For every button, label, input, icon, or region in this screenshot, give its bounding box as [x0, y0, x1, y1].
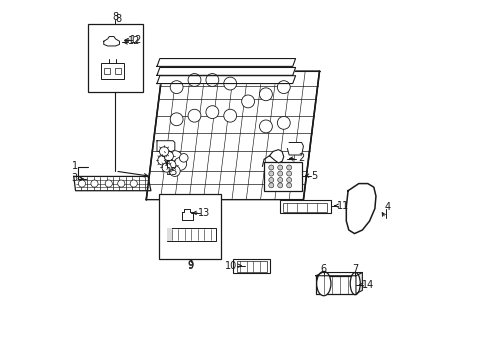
Circle shape	[268, 183, 273, 188]
Circle shape	[157, 156, 166, 165]
Circle shape	[170, 81, 183, 94]
Bar	[159, 194, 221, 258]
Polygon shape	[346, 184, 375, 234]
Bar	[101, 63, 123, 79]
Circle shape	[277, 177, 282, 183]
Circle shape	[166, 160, 176, 170]
Circle shape	[277, 183, 282, 188]
Polygon shape	[157, 59, 295, 66]
Bar	[236, 261, 266, 272]
Ellipse shape	[316, 271, 330, 296]
Circle shape	[286, 183, 291, 188]
Ellipse shape	[349, 273, 360, 295]
Text: 2: 2	[297, 153, 304, 163]
Circle shape	[268, 165, 273, 170]
Circle shape	[118, 180, 124, 187]
Text: 4: 4	[384, 202, 389, 212]
Polygon shape	[157, 141, 175, 152]
Circle shape	[162, 163, 171, 172]
Text: 9: 9	[187, 260, 194, 270]
Polygon shape	[157, 76, 295, 84]
Circle shape	[259, 120, 272, 133]
Circle shape	[173, 157, 186, 170]
Polygon shape	[74, 176, 151, 191]
Circle shape	[164, 152, 173, 161]
Circle shape	[286, 171, 291, 176]
Bar	[114, 68, 121, 74]
Circle shape	[277, 171, 282, 176]
Circle shape	[277, 165, 282, 170]
Polygon shape	[287, 143, 303, 155]
Bar	[264, 162, 301, 191]
Circle shape	[166, 151, 183, 166]
Bar	[283, 203, 326, 212]
Polygon shape	[181, 209, 193, 220]
Circle shape	[105, 180, 112, 187]
Circle shape	[188, 109, 201, 122]
Circle shape	[78, 180, 85, 187]
Circle shape	[170, 113, 183, 126]
Text: 9: 9	[187, 261, 194, 271]
Bar	[279, 200, 330, 213]
Polygon shape	[146, 71, 319, 200]
Circle shape	[224, 77, 236, 90]
Circle shape	[241, 95, 254, 108]
Circle shape	[286, 177, 291, 183]
Circle shape	[286, 165, 291, 170]
Polygon shape	[103, 36, 119, 46]
Bar	[166, 228, 216, 241]
Circle shape	[169, 166, 180, 176]
Text: 8: 8	[116, 14, 122, 23]
Bar	[315, 276, 355, 294]
Text: 12: 12	[128, 36, 141, 46]
Circle shape	[130, 180, 137, 187]
Polygon shape	[157, 67, 295, 75]
Circle shape	[159, 147, 168, 156]
Circle shape	[224, 109, 236, 122]
Bar	[103, 68, 110, 74]
Circle shape	[179, 154, 188, 162]
Text: 3: 3	[72, 173, 78, 183]
Text: 11: 11	[336, 201, 348, 211]
Polygon shape	[166, 228, 172, 241]
Polygon shape	[315, 273, 362, 276]
Text: 13: 13	[198, 208, 210, 218]
Text: 6: 6	[320, 264, 326, 274]
Circle shape	[277, 116, 290, 129]
Text: 1: 1	[72, 161, 78, 171]
Text: 12: 12	[130, 35, 142, 45]
Text: 5: 5	[310, 171, 317, 181]
Circle shape	[259, 88, 272, 101]
Polygon shape	[355, 273, 362, 294]
Circle shape	[268, 177, 273, 183]
Polygon shape	[269, 150, 283, 163]
Circle shape	[188, 73, 201, 86]
Text: 8: 8	[112, 13, 118, 22]
Bar	[88, 23, 142, 93]
Circle shape	[91, 180, 98, 187]
Text: 10: 10	[224, 261, 237, 271]
Bar	[233, 258, 270, 273]
Text: 7: 7	[351, 264, 358, 274]
Text: 15: 15	[166, 167, 178, 177]
Circle shape	[205, 73, 218, 86]
Circle shape	[268, 171, 273, 176]
Circle shape	[277, 81, 290, 94]
Circle shape	[205, 106, 218, 118]
Text: 14: 14	[361, 280, 373, 290]
